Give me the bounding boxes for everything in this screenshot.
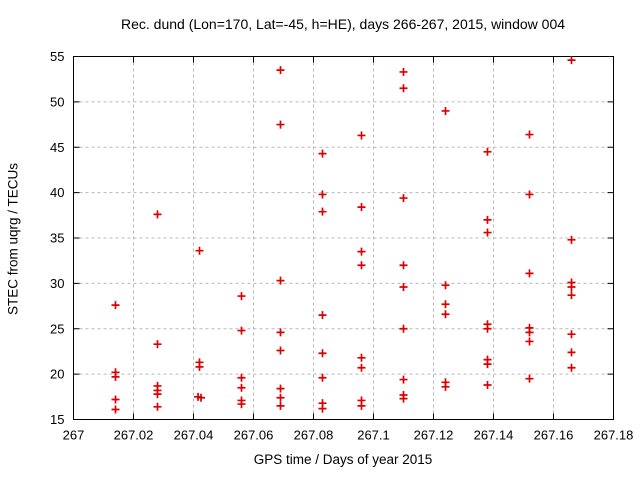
data-point (483, 228, 492, 237)
data-point (525, 374, 534, 383)
x-tick-label: 267.18 (594, 428, 634, 443)
data-point (441, 300, 450, 309)
x-tick-label: 267.08 (294, 428, 334, 443)
data-point (153, 390, 162, 399)
data-point (357, 247, 366, 256)
data-point (357, 363, 366, 372)
data-point (441, 106, 450, 115)
y-tick-label: 55 (50, 49, 64, 64)
x-tick-label: 267.02 (114, 428, 154, 443)
x-tick-label: 267.1 (357, 428, 390, 443)
data-point (525, 190, 534, 199)
data-point (357, 401, 366, 410)
data-point (153, 210, 162, 219)
data-point (153, 402, 162, 411)
data-point (276, 276, 285, 285)
data-point (567, 363, 576, 372)
y-tick-label: 50 (50, 94, 64, 109)
data-point (111, 405, 120, 414)
data-point (483, 147, 492, 156)
data-point (276, 120, 285, 129)
x-tick-label: 267.14 (474, 428, 514, 443)
data-point (318, 190, 327, 199)
data-point (441, 281, 450, 290)
data-point (567, 235, 576, 244)
data-point (237, 326, 246, 335)
data-point (237, 400, 246, 409)
data-point (111, 372, 120, 381)
data-point (153, 340, 162, 349)
data-point (357, 261, 366, 270)
data-point (483, 360, 492, 369)
data-point (483, 324, 492, 333)
y-tick-label: 20 (50, 367, 64, 382)
data-point (399, 261, 408, 270)
data-point (399, 67, 408, 76)
data-point (399, 375, 408, 384)
data-point (276, 384, 285, 393)
x-tick-label: 267.12 (414, 428, 454, 443)
x-tick-label: 267 (63, 428, 85, 443)
data-point (195, 246, 204, 255)
data-point (567, 56, 576, 65)
x-tick-label: 267.16 (534, 428, 574, 443)
data-point (318, 349, 327, 358)
data-point (525, 328, 534, 337)
data-point (197, 393, 205, 402)
data-points (111, 56, 576, 414)
data-point (483, 215, 492, 224)
x-tick-label: 267.04 (174, 428, 214, 443)
data-point (318, 373, 327, 382)
data-point (318, 311, 327, 320)
data-point (318, 149, 327, 158)
x-tick-label: 267.06 (234, 428, 274, 443)
gridlines (73, 56, 614, 420)
data-point (399, 324, 408, 333)
x-axis-label: GPS time / Days of year 2015 (253, 452, 433, 467)
data-point (567, 348, 576, 357)
data-point (276, 393, 285, 402)
data-point (567, 283, 576, 292)
data-point (237, 373, 246, 382)
data-point (525, 130, 534, 139)
data-point (357, 203, 366, 212)
data-point (111, 395, 120, 404)
data-point (195, 362, 204, 371)
data-point (399, 394, 408, 403)
tick-labels: 267 267.02 267.04 267.06 267.08 267.1 267.12 26… (50, 49, 633, 443)
data-point (276, 401, 285, 410)
y-tick-label: 25 (50, 321, 64, 336)
data-point (357, 131, 366, 140)
data-point (567, 330, 576, 339)
data-point (237, 383, 246, 392)
data-point (525, 269, 534, 278)
y-tick-label: 15 (50, 412, 64, 427)
data-point (525, 337, 534, 346)
tick-marks (73, 56, 614, 420)
data-point (483, 381, 492, 390)
data-point (276, 66, 285, 75)
data-point (318, 404, 327, 413)
data-point (276, 346, 285, 355)
data-point (237, 292, 246, 301)
data-point (357, 353, 366, 362)
data-point (441, 382, 450, 391)
y-tick-label: 30 (50, 276, 64, 291)
data-point (441, 310, 450, 319)
y-tick-label: 35 (50, 231, 64, 246)
data-point (399, 283, 408, 292)
y-tick-label: 45 (50, 140, 64, 155)
chart-title: Rec. dund (Lon=170, Lat=-45, h=HE), days… (120, 16, 566, 32)
data-point (318, 207, 327, 216)
data-point (567, 291, 576, 300)
data-point (399, 84, 408, 93)
data-point (111, 301, 120, 310)
y-tick-label: 40 (50, 185, 64, 200)
data-point (399, 194, 408, 203)
data-point (276, 328, 285, 337)
